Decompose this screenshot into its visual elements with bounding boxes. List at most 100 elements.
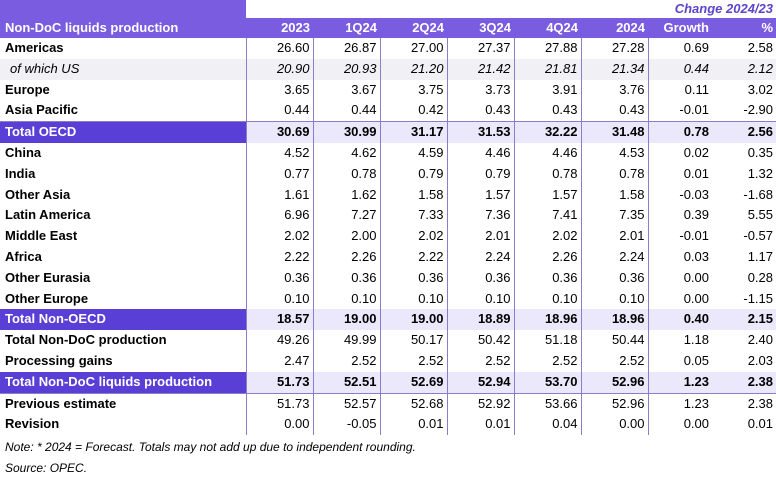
table-row: Africa 2.22 2.26 2.22 2.24 2.26 2.24 0.03 1.17 xyxy=(0,246,776,268)
table-cell: 0.10 xyxy=(246,288,314,310)
table-cell: 7.36 xyxy=(447,205,515,227)
table-cell: 32.22 xyxy=(514,121,582,143)
col-header: 2Q24 xyxy=(380,18,447,38)
table-cell: 52.96 xyxy=(581,371,649,394)
table-cell: 2.02 xyxy=(380,226,448,247)
table-cell: 19.00 xyxy=(380,309,448,331)
table-cell: 21.34 xyxy=(581,58,649,80)
table-cell: 0.01 xyxy=(447,414,515,436)
row-label: Total OECD xyxy=(0,121,247,143)
table-row: Total Non-OECD 18.57 19.00 19.00 18.89 18.96 1… xyxy=(0,309,776,331)
table-cell: 2.03 xyxy=(747,352,773,368)
table-cell: 20.90 xyxy=(246,58,314,80)
table-cell: 27.00 xyxy=(380,38,448,59)
col-header: % xyxy=(712,18,776,38)
table-cell: 0.43 xyxy=(447,100,515,123)
table-cell: 7.33 xyxy=(380,205,448,227)
row-label: Total Non-DoC liquids production xyxy=(0,371,247,394)
table-cell: 0.36 xyxy=(581,267,649,289)
row-label: Europe xyxy=(0,79,247,101)
row-label: Americas xyxy=(0,38,247,59)
table-cell: 7.35 xyxy=(581,205,649,227)
table-cell: 18.89 xyxy=(447,309,515,331)
table-cell: 0.78 xyxy=(514,163,582,185)
table-cell: 3.76 xyxy=(581,79,649,101)
table-cell: 1.23 xyxy=(683,395,709,411)
production-table: Change 2024/23 Non-DoC liquids productio… xyxy=(0,0,776,436)
table-cell: 53.66 xyxy=(514,393,582,415)
table-cell: 0.10 xyxy=(514,288,582,310)
table-cell: 0.04 xyxy=(514,414,582,436)
row-label: Africa xyxy=(0,246,247,268)
table-cell: 0.69 xyxy=(683,40,709,55)
header-top-blank xyxy=(0,0,246,18)
table-cell: 2.52 xyxy=(380,350,448,372)
table-cell: -2.90 xyxy=(712,100,776,123)
table-header-top: Change 2024/23 xyxy=(0,0,776,18)
table-row: Total OECD 30.69 30.99 31.17 31.53 32.22 31.48… xyxy=(0,121,776,143)
table-cell: 52.96 xyxy=(581,393,649,415)
table-cell: 2.00 xyxy=(313,226,381,247)
col-header: 2023 xyxy=(246,18,313,38)
table-cell: 4.62 xyxy=(313,142,381,164)
table-cell: 0.40 xyxy=(648,309,712,331)
table-cell: 49.99 xyxy=(313,330,381,351)
table-cell: 2.24 xyxy=(447,246,515,268)
table-cell: 0.36 xyxy=(313,267,381,289)
table-cell: -1.15 xyxy=(743,290,773,306)
table-cell: 4.46 xyxy=(514,142,582,164)
table-cell: 0.77 xyxy=(246,163,314,185)
table-row: Other Asia 1.61 1.62 1.58 1.57 1.57 1.58 -0.03-… xyxy=(0,184,776,206)
table-cell: 18.96 xyxy=(581,309,649,331)
table-cell: 0.00 xyxy=(683,290,709,306)
table-cell: 52.69 xyxy=(380,371,448,394)
change-group-label: Change 2024/23 xyxy=(674,1,773,16)
table-cell: 50.17 xyxy=(380,330,448,351)
table-cell: 2.24 xyxy=(581,246,649,268)
table-row: Previous estimate 51.73 52.57 52.68 52.92 53.… xyxy=(0,393,776,415)
table-cell: 0.01 xyxy=(683,165,709,181)
table-row: Asia Pacific 0.44 0.44 0.42 0.43 0.43 0.43 -0.0… xyxy=(0,100,776,123)
table-row: Europe 3.65 3.67 3.75 3.73 3.91 3.76 0.11 3.02 xyxy=(0,79,776,101)
table-row: Total Non-DoC liquids production 51.73 52.… xyxy=(0,371,776,394)
table-cell: 0.10 xyxy=(581,288,649,310)
table-cell: 7.27 xyxy=(313,205,381,227)
table-cell: 2.52 xyxy=(514,350,582,372)
table-cell: 26.87 xyxy=(313,38,381,59)
table-cell: 51.73 xyxy=(246,371,314,394)
table-title: Non-DoC liquids production xyxy=(0,18,246,38)
row-label: Total Non-OECD xyxy=(0,309,247,331)
table-cell: 2.01 xyxy=(447,226,515,247)
row-label: India xyxy=(0,163,247,185)
row-label: China xyxy=(0,142,247,164)
table-cell: 4.46 xyxy=(447,142,515,164)
table-cell: 3.75 xyxy=(380,79,448,101)
table-cell: 20.93 xyxy=(313,58,381,80)
table-cell: -0.57 xyxy=(743,228,773,244)
table-header: Non-DoC liquids production 2023 1Q24 2Q2… xyxy=(0,18,776,38)
table-cell: 26.60 xyxy=(246,38,314,59)
table-cell: 4.59 xyxy=(380,142,448,164)
table-note: Note: * 2024 = Forecast. Totals may not … xyxy=(5,440,416,454)
table-cell: 1.61 xyxy=(246,184,314,206)
table-row: Latin America 6.96 7.27 7.33 7.36 7.41 7.35 0.3… xyxy=(0,205,776,227)
table-row: Total Non-DoC production 49.26 49.99 50.17 5… xyxy=(0,330,776,351)
table-cell: 31.17 xyxy=(380,121,448,143)
table-cell: -0.01 xyxy=(648,100,712,123)
table-cell: 2.22 xyxy=(380,246,448,268)
table-cell: 4.52 xyxy=(246,142,314,164)
table-cell: 50.42 xyxy=(447,330,515,351)
table-cell: 6.96 xyxy=(246,205,314,227)
table-cell: 19.00 xyxy=(313,309,381,331)
col-header: 2024 xyxy=(581,18,648,38)
table-cell: 3.67 xyxy=(313,79,381,101)
table-row: Americas 26.60 26.87 27.00 27.37 27.88 27.28 0.… xyxy=(0,38,776,59)
table-cell: 0.39 xyxy=(683,207,709,223)
table-row: of which US 20.90 20.93 21.20 21.42 21.81 21.3… xyxy=(0,58,776,80)
table-cell: 0.36 xyxy=(447,267,515,289)
table-cell: -0.05 xyxy=(313,414,381,436)
table-cell: 1.57 xyxy=(447,184,515,206)
row-label: Asia Pacific xyxy=(0,100,247,123)
table-cell: 52.51 xyxy=(313,371,381,394)
table-cell: 0.10 xyxy=(380,288,448,310)
